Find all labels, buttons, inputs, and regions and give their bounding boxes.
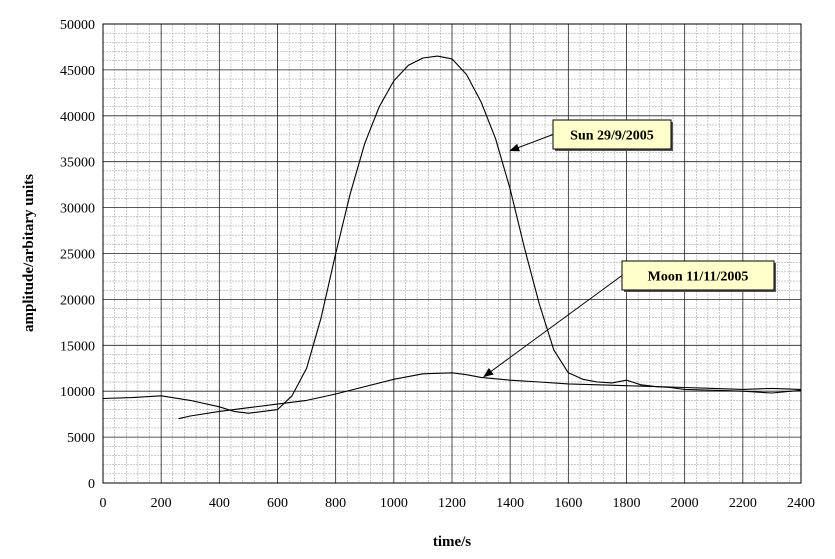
callout-label: Moon 11/11/2005 <box>648 270 749 285</box>
y-tick-label: 20000 <box>60 293 95 308</box>
callout-arrow <box>509 134 554 152</box>
y-tick-label: 15000 <box>60 339 95 354</box>
x-tick-label: 2200 <box>729 496 757 511</box>
x-tick-label: 600 <box>267 496 288 511</box>
callout-arrow <box>483 275 623 378</box>
plot-frame <box>102 23 802 484</box>
x-tick-label: 1000 <box>380 496 408 511</box>
callout-sun: Sun 29/9/2005 <box>509 119 673 152</box>
y-tick-label: 10000 <box>60 385 95 400</box>
x-axis-tick-labels: 0 200 400 600 800 1000 1200 1400 1600 1800 2000 220… <box>100 496 816 511</box>
y-tick-label: 0 <box>88 477 95 492</box>
x-tick-label: 1600 <box>554 496 582 511</box>
x-tick-label: 2000 <box>671 496 699 511</box>
x-tick-label: 400 <box>209 496 230 511</box>
annotations: Sun 29/9/2005 Moon 11/11/2005 <box>483 119 776 378</box>
x-tick-label: 1400 <box>496 496 524 511</box>
series-line-sun <box>102 55 802 414</box>
x-tick-label: 1200 <box>438 496 466 511</box>
y-axis-tick-labels: 0 5000 10000 15000 20000 25000 30000 35000 40000… <box>60 18 95 492</box>
x-tick-label: 0 <box>100 496 107 511</box>
callout-moon: Moon 11/11/2005 <box>483 260 776 378</box>
x-tick-label: 1800 <box>613 496 641 511</box>
x-tick-label: 800 <box>325 496 346 511</box>
callout-box <box>621 260 775 291</box>
y-tick-label: 50000 <box>60 18 95 33</box>
y-tick-label: 25000 <box>60 248 95 263</box>
major-gridlines <box>103 24 801 483</box>
y-tick-label: 40000 <box>60 110 95 125</box>
callout-box <box>552 119 672 150</box>
series-lines <box>102 55 802 420</box>
y-tick-label: 5000 <box>67 431 95 446</box>
series-line-moon <box>178 372 802 420</box>
y-tick-label: 30000 <box>60 202 95 217</box>
x-tick-label: 200 <box>151 496 172 511</box>
x-axis-title: time/s <box>433 534 471 550</box>
x-tick-label: 2400 <box>787 496 815 511</box>
callout-label: Sun 29/9/2005 <box>570 129 654 144</box>
y-tick-label: 35000 <box>60 156 95 171</box>
y-tick-label: 45000 <box>60 64 95 79</box>
y-axis-title: amplitude/arbitary units <box>21 174 37 332</box>
